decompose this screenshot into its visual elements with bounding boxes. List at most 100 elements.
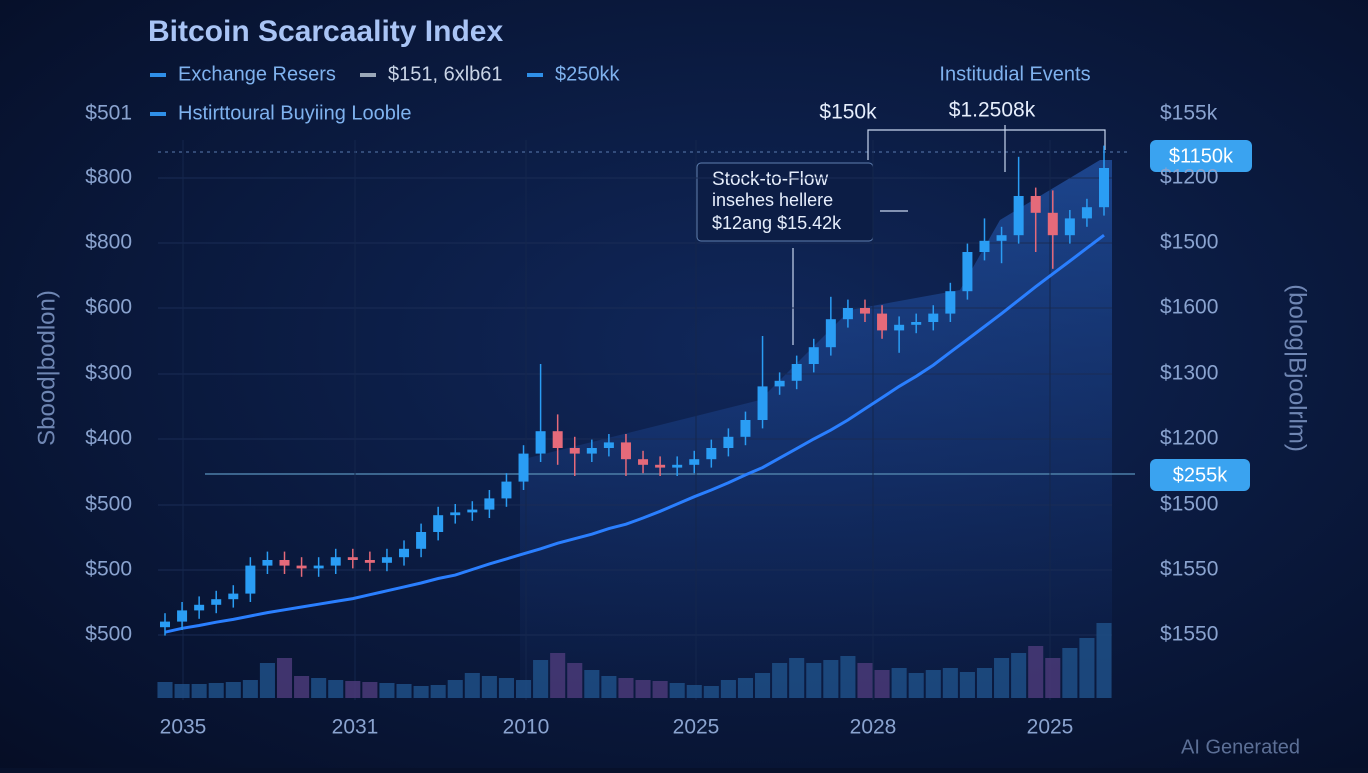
candle-body <box>996 235 1007 241</box>
y-label: $1200 <box>1160 166 1218 189</box>
candle-body <box>330 557 341 566</box>
y-label: $500 <box>85 493 132 516</box>
candle-body <box>1030 196 1041 213</box>
volume-bar <box>652 681 668 698</box>
y-label: $600 <box>85 296 132 319</box>
volume-bar <box>635 680 651 698</box>
y-label: $1550 <box>1160 558 1218 581</box>
volume-bar <box>550 653 566 698</box>
volume-bar <box>259 663 275 698</box>
volume-bar <box>755 673 771 698</box>
candle-body <box>1099 168 1109 208</box>
x-label: 2035 <box>160 716 207 739</box>
candle-body <box>262 560 273 566</box>
volume-bar <box>430 685 446 698</box>
volume-bar <box>703 686 719 698</box>
volume-bar <box>345 681 361 698</box>
volume-bar <box>1096 623 1112 698</box>
candle-body <box>160 621 170 628</box>
x-label: 2031 <box>332 716 379 739</box>
volume-bar <box>396 684 412 698</box>
candle-body <box>364 560 375 563</box>
watermark: AI Generated <box>1181 736 1300 758</box>
candle-body <box>859 308 870 314</box>
volume-bar <box>464 673 480 698</box>
y-axis-title: Sbood|bodlon) <box>33 290 60 446</box>
volume-bar <box>311 678 327 698</box>
volume-bar <box>447 680 463 698</box>
candle-body <box>655 464 666 468</box>
candle-body <box>586 448 597 454</box>
candle-body <box>877 313 888 331</box>
y-label: $300 <box>85 362 132 385</box>
y-label: $800 <box>85 166 132 189</box>
legend-label: $250kk <box>555 63 620 85</box>
volume-bar <box>976 668 993 698</box>
candle-body <box>911 322 922 325</box>
volume-bar <box>481 676 497 698</box>
candle-body <box>825 319 836 348</box>
candle-body <box>381 557 392 563</box>
annotation-lines <box>792 125 1106 345</box>
volume-bar <box>379 683 395 698</box>
candle-body <box>450 512 461 516</box>
candle-body <box>433 515 444 532</box>
y-label: $500 <box>85 558 132 581</box>
badge <box>1150 459 1250 491</box>
candle-body <box>1013 196 1024 236</box>
candle-body <box>518 453 529 482</box>
y-label: $1500 <box>1160 493 1218 516</box>
callout-text: insehes hellere <box>712 190 833 210</box>
volume-bar <box>908 673 924 698</box>
volume-bar <box>584 670 600 698</box>
volume-bar <box>294 676 310 698</box>
candle-body <box>808 347 819 364</box>
badge-text: $1150k <box>1169 145 1234 167</box>
volume-bar <box>925 670 941 698</box>
volume-bar <box>1079 638 1095 698</box>
callout-text: Stock-to-Flow <box>712 169 828 190</box>
x-label: 2010 <box>503 716 550 739</box>
candle-body <box>245 565 256 594</box>
candle-body <box>1047 212 1058 236</box>
candle-body <box>706 448 717 460</box>
candle-body <box>484 498 495 510</box>
candle-body <box>194 604 205 611</box>
volume-bar <box>498 678 514 698</box>
volume-bar <box>567 663 583 698</box>
volume-bar <box>413 686 429 698</box>
candle-body <box>894 324 905 331</box>
candle-body <box>689 459 700 465</box>
candle-body <box>979 240 990 252</box>
y-label: $1200 <box>1160 427 1218 450</box>
y-label: $500 <box>85 623 132 646</box>
volume-bar <box>737 678 754 698</box>
volume-bar <box>686 685 702 698</box>
candle-body <box>347 557 358 560</box>
y-axis-title: (bolog|Bjoolrlm) <box>1284 284 1311 452</box>
candle-body <box>535 431 546 454</box>
volume-bar <box>191 684 207 698</box>
badge <box>1150 140 1252 172</box>
candle-body <box>740 420 751 437</box>
candle-body <box>791 364 802 381</box>
volume-bar <box>840 656 856 698</box>
candle-body <box>569 448 580 454</box>
volume-bar <box>1011 653 1027 698</box>
candle-body <box>416 532 427 549</box>
candle-body <box>672 464 683 468</box>
candle-body <box>177 610 188 622</box>
volume-bar <box>242 680 258 698</box>
volume-bar <box>857 663 873 698</box>
x-label: 2025 <box>1027 716 1074 739</box>
volume-bar <box>515 680 532 698</box>
volume-bar <box>601 676 617 698</box>
legend-label: $151, 6xlb61 <box>388 63 503 85</box>
volume-bar <box>789 658 805 698</box>
volume-bar <box>328 680 344 698</box>
y-label: $1550 <box>1160 623 1218 646</box>
candle-body <box>296 565 307 569</box>
volume-bar <box>874 670 890 698</box>
volume-bar <box>362 682 378 698</box>
